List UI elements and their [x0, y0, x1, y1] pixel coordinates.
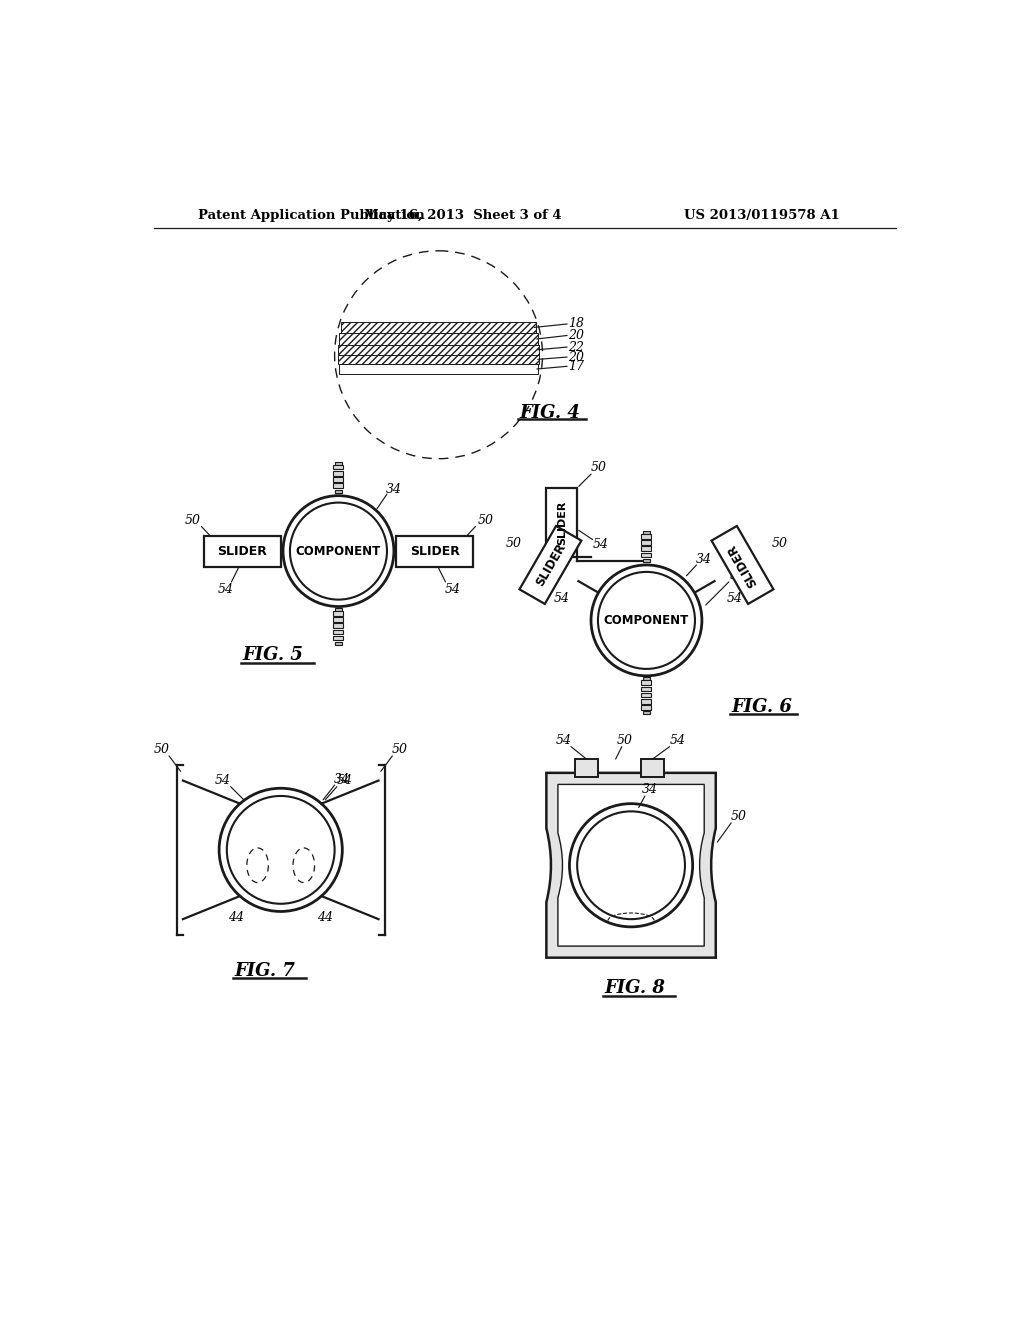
Text: FIG. 6: FIG. 6	[731, 698, 793, 715]
Text: 34: 34	[695, 553, 712, 566]
Bar	[336, 490, 342, 492]
Bar	[643, 677, 649, 681]
Text: FIG. 8: FIG. 8	[604, 979, 666, 998]
Text: 54: 54	[555, 734, 571, 747]
Bar	[338, 345, 540, 355]
Bar	[334, 465, 343, 470]
Bar	[641, 686, 651, 692]
Text: 44: 44	[317, 911, 333, 924]
Bar	[396, 536, 473, 566]
Circle shape	[569, 804, 692, 927]
Bar	[641, 681, 651, 685]
Bar	[339, 333, 539, 345]
Text: 54: 54	[215, 774, 231, 787]
Text: FIG. 7: FIG. 7	[234, 962, 296, 979]
Circle shape	[290, 503, 387, 599]
Text: 20: 20	[568, 329, 585, 342]
Text: COMPONENT: COMPONENT	[604, 614, 689, 627]
Bar	[641, 693, 651, 697]
Text: 50: 50	[392, 743, 408, 756]
Text: 50: 50	[477, 513, 494, 527]
Text: 54: 54	[592, 537, 608, 550]
Text: COMPONENT: COMPONENT	[296, 545, 381, 557]
Text: SLIDER: SLIDER	[534, 541, 568, 589]
Text: 50: 50	[591, 462, 606, 474]
Circle shape	[219, 788, 342, 911]
Bar	[341, 322, 536, 333]
Bar	[334, 483, 343, 488]
Polygon shape	[519, 525, 582, 605]
Bar	[204, 536, 281, 566]
Bar	[643, 558, 649, 562]
Circle shape	[591, 565, 701, 676]
Bar	[641, 546, 651, 552]
Text: FIG. 4: FIG. 4	[520, 404, 581, 421]
Text: US 2013/0119578 A1: US 2013/0119578 A1	[684, 209, 840, 222]
Bar	[334, 478, 343, 482]
Text: 50: 50	[154, 743, 169, 756]
Bar	[336, 609, 342, 611]
Text: 22: 22	[568, 341, 585, 354]
Text: 50: 50	[185, 513, 201, 527]
Bar	[334, 618, 343, 622]
Text: 34: 34	[334, 772, 350, 785]
Bar	[641, 705, 651, 710]
Text: 54: 54	[445, 583, 461, 597]
Text: 50: 50	[506, 537, 521, 550]
Polygon shape	[712, 525, 773, 605]
Circle shape	[226, 796, 335, 904]
Bar	[574, 759, 598, 776]
Text: 20: 20	[568, 351, 585, 363]
PathPatch shape	[547, 774, 716, 958]
Circle shape	[283, 495, 394, 607]
Bar	[334, 623, 343, 628]
Text: FIG. 5: FIG. 5	[243, 645, 303, 664]
Text: 54: 54	[554, 593, 570, 606]
Text: 50: 50	[731, 810, 746, 824]
Bar	[643, 711, 649, 714]
Text: 54: 54	[670, 734, 685, 747]
Bar	[641, 700, 651, 704]
Text: SLIDER: SLIDER	[725, 541, 760, 589]
Text: 50: 50	[616, 734, 633, 747]
Bar	[334, 636, 343, 640]
Bar	[338, 355, 540, 364]
Bar	[641, 540, 651, 545]
Text: 54: 54	[727, 593, 742, 606]
Text: 44: 44	[228, 911, 244, 924]
Text: 54: 54	[217, 583, 233, 597]
Bar	[334, 630, 343, 635]
Bar	[643, 531, 649, 535]
Text: 50: 50	[730, 569, 746, 582]
Circle shape	[598, 572, 695, 669]
Bar	[334, 471, 343, 475]
Text: 17: 17	[568, 360, 585, 372]
Text: May 16, 2013  Sheet 3 of 4: May 16, 2013 Sheet 3 of 4	[365, 209, 562, 222]
Bar	[334, 611, 343, 615]
Bar	[336, 462, 342, 465]
Bar	[547, 488, 578, 557]
Bar	[336, 642, 342, 645]
Text: 50: 50	[771, 537, 787, 550]
Text: 34: 34	[386, 483, 401, 496]
Text: 54: 54	[337, 774, 352, 787]
Bar	[641, 759, 665, 776]
Bar	[339, 364, 539, 374]
Bar	[641, 535, 651, 539]
Text: 34: 34	[642, 783, 657, 796]
Text: Patent Application Publication: Patent Application Publication	[199, 209, 425, 222]
Text: SLIDER: SLIDER	[410, 545, 460, 557]
Circle shape	[578, 812, 685, 919]
Text: SLIDER: SLIDER	[557, 500, 566, 545]
PathPatch shape	[558, 784, 705, 946]
Text: 18: 18	[568, 317, 585, 330]
Bar	[641, 553, 651, 557]
Text: SLIDER: SLIDER	[217, 545, 267, 557]
